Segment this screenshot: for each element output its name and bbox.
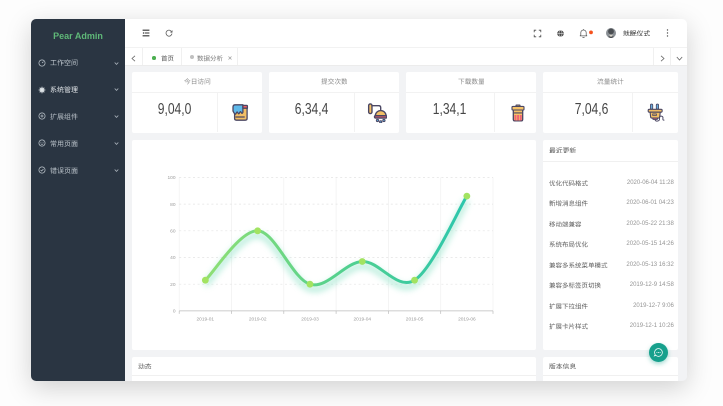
svg-text:20: 20 bbox=[170, 281, 176, 287]
svg-text:2019-03: 2019-03 bbox=[301, 316, 319, 322]
svg-text:2019-05: 2019-05 bbox=[406, 316, 424, 322]
svg-text:2019-01: 2019-01 bbox=[197, 316, 215, 322]
svg-text:100: 100 bbox=[168, 175, 176, 181]
svg-text:80: 80 bbox=[170, 201, 176, 207]
svg-text:2019-02: 2019-02 bbox=[249, 316, 267, 322]
svg-text:40: 40 bbox=[170, 255, 176, 261]
svg-text:60: 60 bbox=[170, 228, 176, 234]
svg-text:2019-06: 2019-06 bbox=[458, 316, 476, 322]
svg-text:0: 0 bbox=[173, 308, 176, 314]
svg-text:2019-04: 2019-04 bbox=[354, 316, 372, 322]
